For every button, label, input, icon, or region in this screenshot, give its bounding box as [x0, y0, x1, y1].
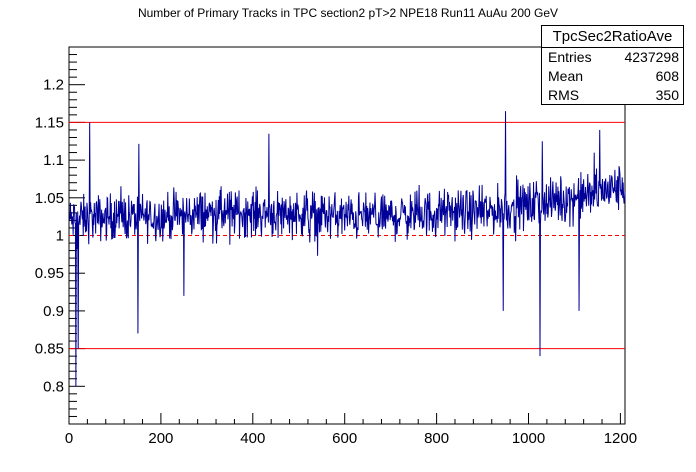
y-tick-label: 1.1 [43, 152, 64, 169]
stats-value: 350 [655, 87, 679, 103]
stats-row-mean: Mean 608 [542, 67, 683, 86]
stats-label: Entries [548, 49, 592, 65]
y-tick-label: 1.15 [35, 114, 64, 131]
stats-row-rms: RMS 350 [542, 86, 683, 105]
stats-row-entries: Entries 4237298 [542, 48, 683, 67]
stats-label: Mean [548, 68, 584, 84]
x-tick-label: 600 [332, 430, 357, 447]
y-tick-label: 0.95 [35, 265, 64, 282]
x-tick-label: 800 [424, 430, 449, 447]
stats-value: 4237298 [624, 49, 679, 65]
chart-title: Number of Primary Tracks in TPC section2… [137, 6, 559, 20]
y-tick-label: 1.2 [43, 77, 64, 94]
x-tick-label: 1200 [604, 430, 637, 447]
x-tick-label: 0 [65, 430, 73, 447]
y-tick-label: 0.9 [43, 303, 64, 320]
data-series [68, 111, 626, 387]
series-line [68, 111, 626, 387]
reference-lines [69, 121, 625, 350]
stats-box: TpcSec2RatioAve Entries 4237298 Mean 608… [541, 25, 684, 105]
x-tick-label: 400 [240, 430, 265, 447]
y-tick-label: 1 [56, 228, 64, 245]
stats-box-name: TpcSec2RatioAve [542, 26, 683, 48]
y-tick-label: 0.85 [35, 341, 64, 358]
axes: 0 200 400 600 800 1000 1200 0.8 0.85 0.9 0.95 1 1.05… [35, 54, 637, 447]
y-tick-label: 1.05 [35, 190, 64, 207]
y-tick-label: 0.8 [43, 378, 64, 395]
stats-value: 608 [655, 68, 679, 84]
stats-label: RMS [548, 87, 580, 103]
x-tick-label: 200 [148, 430, 173, 447]
x-tick-label: 1000 [512, 430, 545, 447]
